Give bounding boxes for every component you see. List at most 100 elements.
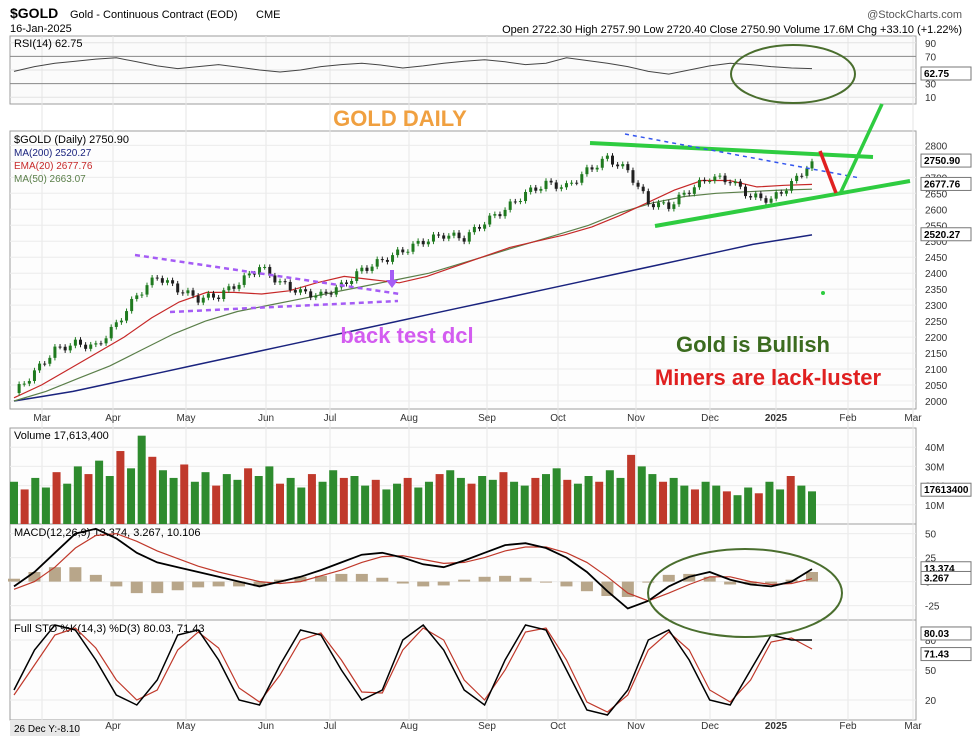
- macd-tick-label: 50: [925, 530, 937, 541]
- macd-histogram-bar: [8, 578, 20, 582]
- price-tick-label: 2650: [925, 189, 948, 200]
- candle-body: [795, 175, 799, 182]
- candle-body: [186, 290, 190, 294]
- candle-body: [616, 164, 620, 167]
- rsi-highlight-circle: [730, 44, 856, 104]
- candle-body: [135, 295, 139, 299]
- volume-bar: [10, 481, 18, 524]
- volume-bar: [137, 435, 146, 524]
- volume-bar: [254, 476, 263, 524]
- volume-bar: [148, 456, 157, 524]
- volume-bar: [201, 472, 210, 524]
- macd-value-label: 13.374: [924, 564, 955, 575]
- macd-histogram-bar: [437, 581, 450, 586]
- candle-body: [431, 234, 435, 242]
- candle-body: [503, 209, 507, 217]
- candle-body: [125, 311, 129, 321]
- description-label: Gold - Continuous Contract (EOD): [70, 9, 238, 21]
- candle-body: [728, 182, 732, 184]
- candle-body: [646, 191, 650, 205]
- candle-body: [682, 192, 686, 195]
- candle-body: [370, 266, 374, 271]
- macd-histogram-bar: [478, 576, 491, 582]
- candle-body: [442, 235, 446, 239]
- volume-bar: [233, 479, 242, 524]
- candle-body: [114, 322, 118, 327]
- price-tick-label: 2300: [925, 301, 948, 312]
- x-tick-label: Mar: [33, 413, 51, 424]
- macd-histogram-bar: [212, 581, 225, 587]
- volume-bar: [595, 481, 604, 524]
- volume-bar: [765, 481, 774, 524]
- candle-body: [68, 345, 72, 351]
- miners-note: Miners are lack-luster: [655, 365, 882, 390]
- volume-bar: [637, 466, 646, 524]
- x-tick-label: Aug: [400, 413, 418, 424]
- candle-body: [595, 167, 599, 170]
- candle-body: [191, 290, 195, 296]
- macd-title: MACD(12,26,9) 13.374, 3.267, 10.106: [14, 527, 201, 539]
- price-tick-label: 2100: [925, 365, 948, 376]
- macd-histogram-bar: [110, 581, 123, 587]
- candle-body: [559, 187, 563, 189]
- candle-body: [206, 293, 210, 298]
- volume-bar: [73, 466, 82, 524]
- candle-body: [416, 240, 420, 244]
- legend-ma50: MA(50) 2663.07: [14, 174, 86, 185]
- candle-body: [212, 293, 215, 298]
- candle-body: [478, 226, 481, 229]
- price-tick-label: 2050: [925, 381, 948, 392]
- macd-histogram-bar: [294, 576, 307, 582]
- volume-bar: [307, 474, 316, 524]
- volume-bar: [712, 485, 721, 524]
- volume-bar: [329, 470, 338, 524]
- symbol-label: $GOLD: [10, 5, 58, 21]
- macd-histogram-bar: [233, 581, 246, 587]
- macd-histogram-bar: [765, 581, 778, 584]
- candle-body: [43, 363, 47, 365]
- macd-histogram-bar: [662, 574, 675, 582]
- candle-body: [800, 175, 804, 177]
- candle-body: [657, 202, 661, 208]
- price-tick-label: 2500: [925, 237, 948, 248]
- volume-bar: [456, 477, 465, 524]
- price-tick-label: 2200: [925, 333, 948, 344]
- price-tick-label: 2550: [925, 221, 948, 232]
- volume-bar: [627, 454, 636, 524]
- volume-bar: [222, 474, 231, 524]
- candle-body: [119, 320, 123, 323]
- volume-bar: [361, 485, 370, 524]
- candle-body: [472, 226, 476, 233]
- volume-bar: [424, 481, 433, 524]
- volume-bar: [669, 477, 678, 524]
- rsi-value-label: 62.75: [924, 69, 949, 80]
- candle-body: [744, 186, 747, 197]
- legend-ema20: EMA(20) 2677.76: [14, 161, 93, 172]
- candle-body: [79, 339, 82, 345]
- x-tick-label: Oct: [550, 413, 566, 424]
- macd-tick-label: 25: [925, 554, 937, 565]
- candle-body: [263, 266, 267, 268]
- volume-bar: [552, 468, 561, 524]
- macd-histogram-bar: [703, 576, 716, 582]
- candle-body: [298, 289, 302, 293]
- x-tick-label: Nov: [627, 721, 645, 732]
- candle-body: [662, 202, 666, 204]
- macd-hist-value-label-box: [920, 570, 972, 585]
- volume-value-label: 17613400: [924, 485, 969, 496]
- candle-body: [165, 280, 169, 283]
- candle-body: [140, 294, 144, 296]
- back-test-note: back test dcl: [340, 323, 473, 348]
- candle-body: [391, 255, 395, 262]
- candle-body: [749, 196, 753, 198]
- volume-bar: [244, 468, 253, 524]
- ma200-value-label: 2520.27: [924, 230, 961, 241]
- candle-body: [17, 384, 21, 394]
- volume-bar: [318, 481, 327, 524]
- chart-footer: 26 Dec Y:-8.10: [10, 720, 80, 736]
- volume-bar: [180, 464, 189, 524]
- price-title: $GOLD (Daily) 2750.90: [14, 134, 129, 146]
- candle-body: [790, 181, 794, 191]
- candle-body: [130, 298, 134, 312]
- x-tick-label: Feb: [839, 413, 857, 424]
